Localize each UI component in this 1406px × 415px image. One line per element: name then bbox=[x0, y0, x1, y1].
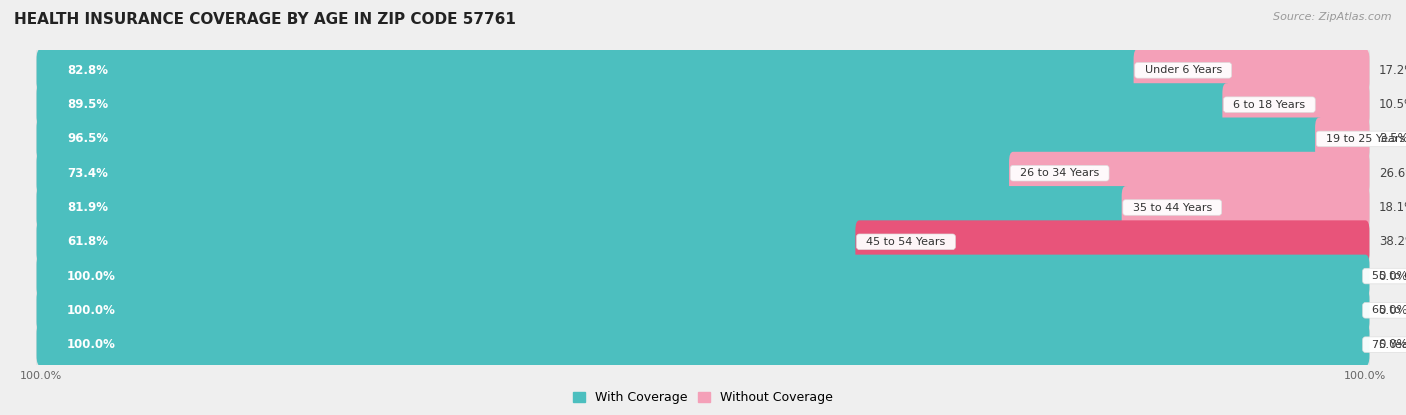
Text: 3.5%: 3.5% bbox=[1379, 132, 1406, 145]
Text: 81.9%: 81.9% bbox=[67, 201, 108, 214]
Legend: With Coverage, Without Coverage: With Coverage, Without Coverage bbox=[568, 386, 838, 410]
Text: 45 to 54 Years: 45 to 54 Years bbox=[859, 237, 953, 247]
FancyBboxPatch shape bbox=[37, 286, 1369, 334]
Text: 96.5%: 96.5% bbox=[67, 132, 108, 145]
FancyBboxPatch shape bbox=[37, 183, 1369, 232]
Text: 73.4%: 73.4% bbox=[67, 167, 108, 180]
Text: 18.1%: 18.1% bbox=[1379, 201, 1406, 214]
FancyBboxPatch shape bbox=[855, 220, 1369, 263]
Text: 10.5%: 10.5% bbox=[1379, 98, 1406, 111]
FancyBboxPatch shape bbox=[37, 220, 863, 263]
FancyBboxPatch shape bbox=[37, 83, 1230, 126]
Text: 75 Years and older: 75 Years and older bbox=[1365, 339, 1406, 349]
FancyBboxPatch shape bbox=[37, 217, 1369, 266]
FancyBboxPatch shape bbox=[37, 320, 1369, 369]
FancyBboxPatch shape bbox=[37, 81, 1369, 129]
Text: 0.0%: 0.0% bbox=[1379, 304, 1406, 317]
FancyBboxPatch shape bbox=[37, 255, 1369, 298]
FancyBboxPatch shape bbox=[1133, 49, 1369, 92]
Text: 0.0%: 0.0% bbox=[1379, 338, 1406, 351]
Text: 19 to 25 Years: 19 to 25 Years bbox=[1319, 134, 1406, 144]
Text: 82.8%: 82.8% bbox=[67, 64, 108, 77]
FancyBboxPatch shape bbox=[37, 49, 1142, 92]
Text: 26.6%: 26.6% bbox=[1379, 167, 1406, 180]
Text: 6 to 18 Years: 6 to 18 Years bbox=[1226, 100, 1312, 110]
FancyBboxPatch shape bbox=[37, 46, 1369, 95]
FancyBboxPatch shape bbox=[37, 186, 1129, 229]
Text: 89.5%: 89.5% bbox=[67, 98, 108, 111]
Text: Under 6 Years: Under 6 Years bbox=[1137, 66, 1229, 76]
FancyBboxPatch shape bbox=[37, 289, 1369, 332]
FancyBboxPatch shape bbox=[1315, 117, 1369, 160]
Text: 17.2%: 17.2% bbox=[1379, 64, 1406, 77]
Text: 38.2%: 38.2% bbox=[1379, 235, 1406, 248]
FancyBboxPatch shape bbox=[37, 323, 1369, 366]
Text: 0.0%: 0.0% bbox=[1379, 270, 1406, 283]
Text: HEALTH INSURANCE COVERAGE BY AGE IN ZIP CODE 57761: HEALTH INSURANCE COVERAGE BY AGE IN ZIP … bbox=[14, 12, 516, 27]
Text: 55 to 64 Years: 55 to 64 Years bbox=[1365, 271, 1406, 281]
FancyBboxPatch shape bbox=[37, 149, 1369, 198]
Text: Source: ZipAtlas.com: Source: ZipAtlas.com bbox=[1274, 12, 1392, 22]
Text: 100.0%: 100.0% bbox=[67, 338, 115, 351]
FancyBboxPatch shape bbox=[37, 152, 1017, 195]
FancyBboxPatch shape bbox=[37, 115, 1369, 163]
FancyBboxPatch shape bbox=[37, 252, 1369, 300]
Text: 35 to 44 Years: 35 to 44 Years bbox=[1126, 203, 1219, 212]
Text: 26 to 34 Years: 26 to 34 Years bbox=[1014, 168, 1107, 178]
FancyBboxPatch shape bbox=[1010, 152, 1369, 195]
FancyBboxPatch shape bbox=[1122, 186, 1369, 229]
Text: 65 to 74 Years: 65 to 74 Years bbox=[1365, 305, 1406, 315]
Text: 100.0%: 100.0% bbox=[67, 270, 115, 283]
Text: 61.8%: 61.8% bbox=[67, 235, 108, 248]
Text: 100.0%: 100.0% bbox=[67, 304, 115, 317]
FancyBboxPatch shape bbox=[1222, 83, 1369, 126]
FancyBboxPatch shape bbox=[37, 117, 1323, 160]
